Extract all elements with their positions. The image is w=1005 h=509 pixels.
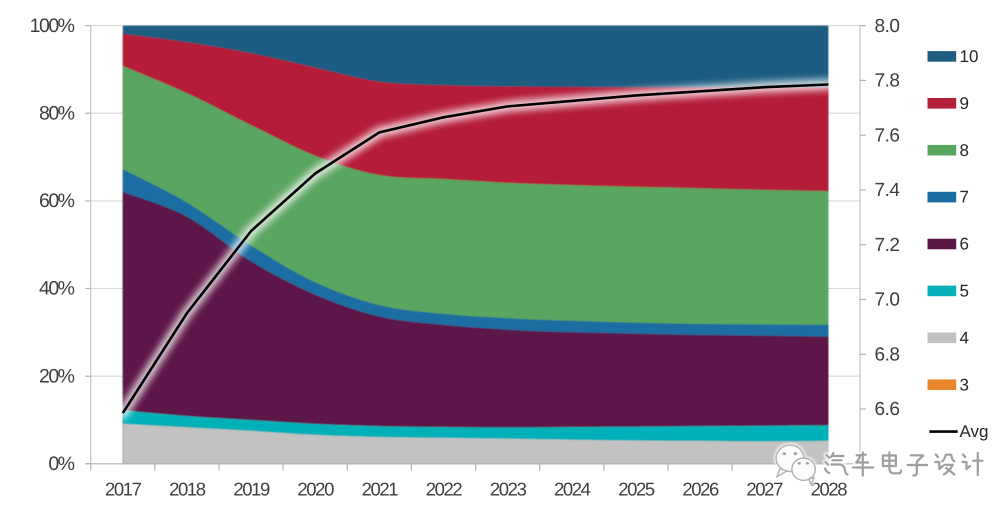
svg-text:20%: 20% — [39, 365, 75, 387]
svg-text:2021: 2021 — [362, 479, 399, 500]
svg-text:2019: 2019 — [233, 479, 270, 500]
svg-text:40%: 40% — [39, 278, 75, 300]
svg-text:60%: 60% — [39, 190, 75, 212]
svg-text:2024: 2024 — [554, 479, 591, 500]
svg-text:80%: 80% — [39, 102, 75, 124]
svg-text:2025: 2025 — [618, 479, 655, 500]
svg-text:2017: 2017 — [105, 479, 142, 500]
svg-text:2028: 2028 — [811, 479, 848, 500]
svg-text:7.6: 7.6 — [875, 125, 900, 146]
svg-text:5: 5 — [960, 282, 969, 301]
svg-text:0%: 0% — [48, 453, 74, 475]
svg-text:2023: 2023 — [490, 479, 527, 500]
svg-text:7.4: 7.4 — [875, 180, 901, 201]
svg-text:7: 7 — [960, 188, 969, 207]
svg-text:2020: 2020 — [297, 479, 334, 500]
svg-text:6: 6 — [960, 235, 969, 254]
svg-text:2022: 2022 — [426, 479, 463, 500]
svg-text:2018: 2018 — [169, 479, 206, 500]
svg-text:10: 10 — [960, 47, 979, 66]
svg-text:100%: 100% — [30, 15, 75, 37]
svg-text:6.8: 6.8 — [875, 345, 900, 366]
svg-text:8.0: 8.0 — [875, 16, 900, 37]
svg-text:3: 3 — [960, 375, 969, 394]
svg-text:7.2: 7.2 — [875, 235, 900, 256]
svg-text:2027: 2027 — [746, 479, 783, 500]
svg-text:Avg: Avg — [960, 422, 989, 441]
svg-text:6.6: 6.6 — [875, 399, 900, 420]
svg-text:9: 9 — [960, 94, 969, 113]
svg-text:4: 4 — [960, 328, 969, 347]
svg-text:7.8: 7.8 — [875, 71, 900, 92]
svg-text:8: 8 — [960, 141, 969, 160]
svg-text:7.0: 7.0 — [875, 290, 900, 311]
svg-text:2026: 2026 — [682, 479, 719, 500]
